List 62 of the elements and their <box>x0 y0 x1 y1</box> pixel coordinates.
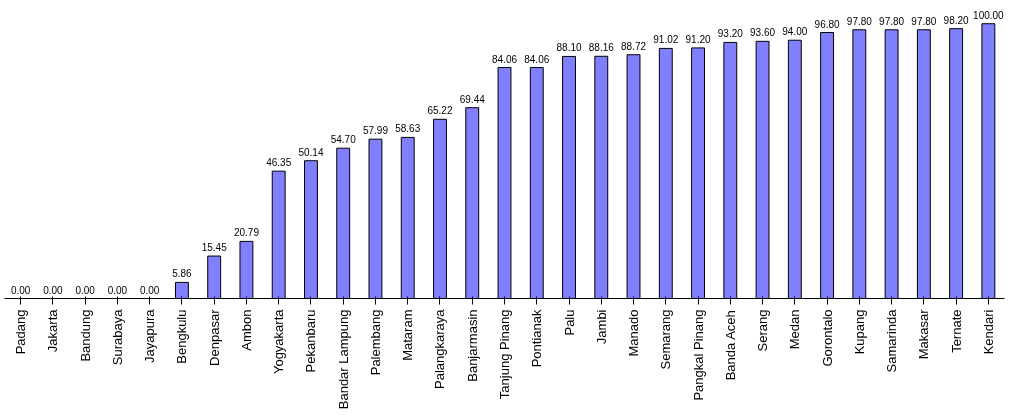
data-label: 88.16 <box>588 42 615 54</box>
x-tick-label: Jayapura <box>142 308 158 363</box>
x-tick-label: Pekanbaru <box>303 309 319 373</box>
data-label: 50.14 <box>298 146 324 158</box>
data-label: 93.20 <box>717 28 744 40</box>
x-tick-label: Palu <box>561 309 577 336</box>
data-label: 0.00 <box>75 284 96 296</box>
data-label: 0.00 <box>10 284 31 296</box>
x-tick-label: Gorontalo <box>819 309 835 367</box>
data-label: 46.35 <box>266 157 292 169</box>
data-label: 58.63 <box>395 123 421 135</box>
data-label: 91.20 <box>685 33 711 45</box>
data-label: 93.60 <box>750 27 776 39</box>
data-label: 97.80 <box>911 15 937 27</box>
data-label: 20.79 <box>233 227 260 239</box>
data-label: 97.80 <box>879 15 905 27</box>
x-tick-label: Pontianak <box>529 309 545 368</box>
data-label: 84.06 <box>524 53 550 65</box>
x-tick-label: Yogyakarta <box>271 308 287 375</box>
x-tick-label: Bandung <box>77 309 93 362</box>
x-tick-label: Surabaya <box>109 308 125 366</box>
x-tick-label: Semarang <box>658 309 674 370</box>
data-label: 94.00 <box>782 26 808 38</box>
x-tick-label: Makasar <box>916 308 932 360</box>
x-tick-label: Kendari <box>980 309 996 355</box>
x-tick-label: Jambi <box>593 309 609 345</box>
x-tick-label: Mataram <box>400 309 416 361</box>
data-label: 69.44 <box>459 93 486 105</box>
data-label: 96.80 <box>814 18 841 30</box>
x-tick-label: Banjarmasin <box>464 309 480 382</box>
x-tick-label: Palangkaraya <box>432 308 448 389</box>
x-tick-label: Medan <box>787 309 803 350</box>
data-label: 54.70 <box>330 134 357 146</box>
x-tick-label: Palembang <box>367 309 383 376</box>
data-label: 97.80 <box>846 15 873 27</box>
data-label: 88.10 <box>556 42 582 54</box>
x-tick-label: Denpasar <box>206 308 222 366</box>
data-label: 88.72 <box>621 40 647 52</box>
data-label: 15.45 <box>201 242 228 254</box>
x-tick-label: Banda Aceh <box>722 310 738 381</box>
x-tick-label: Ternate <box>948 309 964 353</box>
data-label: 84.06 <box>491 53 518 65</box>
data-label: 57.99 <box>362 125 389 137</box>
data-label: 5.86 <box>172 268 193 280</box>
data-label: 0.00 <box>107 284 128 296</box>
x-tick-label: Bengkulu <box>174 309 190 364</box>
data-label: 100.00 <box>973 9 1005 21</box>
x-tick-label: Ambon <box>238 309 254 351</box>
x-tick-label: Samarinda <box>884 308 900 373</box>
data-label: 65.22 <box>427 105 453 117</box>
x-tick-label: Pangkal Pinang <box>690 309 706 401</box>
data-label: 0.00 <box>43 284 64 296</box>
x-tick-label: Tanjung Pinang <box>497 309 512 400</box>
data-label: 91.02 <box>653 34 679 46</box>
x-tick-label: Jakarta <box>45 308 61 353</box>
data-label: 0.00 <box>139 284 160 296</box>
x-tick-label: Kupang <box>851 309 867 355</box>
x-tick-label: Serang <box>755 309 771 352</box>
x-tick-label: Bandar Lampung <box>335 309 351 410</box>
x-tick-label: Padang <box>13 309 29 355</box>
x-tick-label: Manado <box>626 309 642 357</box>
data-label: 98.20 <box>943 14 970 26</box>
